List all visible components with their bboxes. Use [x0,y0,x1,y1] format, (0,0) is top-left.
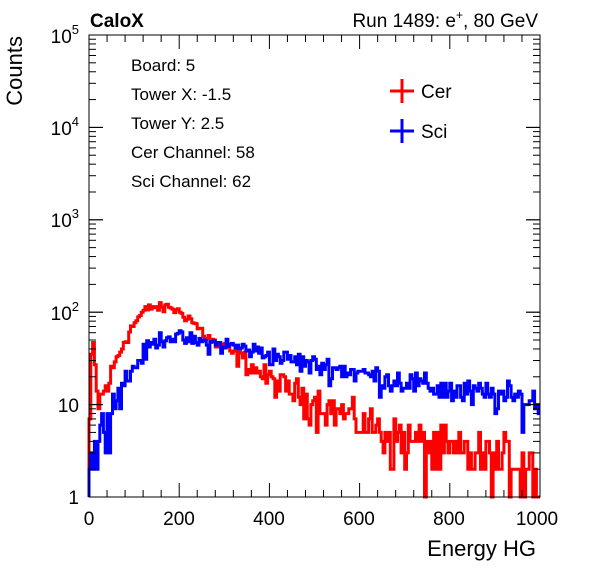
y-axis-title: Counts [2,36,27,106]
info-box: Board: 5 Tower X: -1.5 Tower Y: 2.5 Cer … [131,56,255,191]
y-tick-label: 103 [51,206,79,232]
plot-frame [88,34,541,498]
x-tick-label: 200 [163,509,195,530]
experiment-label: CaloX [90,11,144,32]
info-line-tower-x: Tower X: -1.5 [131,85,231,104]
run-info-label: Run 1489: e+, 80 GeV [352,8,538,32]
y-tick-label: 1 [68,488,79,509]
x-tick-label: 400 [253,509,285,530]
series-line-sci [87,329,540,497]
x-tick-label: 600 [343,509,375,530]
legend-marker-cer [390,79,414,103]
x-axis-title: Energy HG [427,536,536,561]
legend-label-sci: Sci [421,122,447,143]
info-line-tower-y: Tower Y: 2.5 [131,114,224,133]
info-line-cer-channel: Cer Channel: 58 [131,143,255,162]
y-tick-label: 104 [51,114,79,140]
legend-marker-sci [390,119,414,143]
info-line-board: Board: 5 [131,56,195,75]
x-tick-label: 1000 [516,509,558,530]
y-tick-label: 102 [51,299,79,325]
x-tick-label: 800 [433,509,465,530]
series-line-cer [87,301,540,499]
y-tick-label: 10 [58,396,79,417]
legend: Cer Sci [390,79,452,143]
y-tick-label: 105 [51,22,79,48]
x-tick-labels: 0 200 400 600 800 1000 [84,509,558,530]
tick-layer [88,34,541,498]
info-line-sci-channel: Sci Channel: 62 [131,172,251,191]
legend-label-cer: Cer [421,82,452,103]
series-layer [87,301,540,499]
y-tick-labels: 1 10 102 103 104 105 [51,22,79,509]
x-tick-label: 0 [84,509,95,530]
